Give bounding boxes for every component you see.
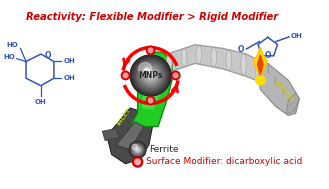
Circle shape — [136, 60, 165, 90]
Polygon shape — [141, 61, 163, 110]
Circle shape — [123, 73, 128, 78]
Circle shape — [144, 69, 157, 82]
Circle shape — [134, 146, 141, 153]
Circle shape — [146, 96, 155, 105]
Ellipse shape — [211, 47, 216, 67]
Circle shape — [142, 67, 159, 84]
Polygon shape — [102, 129, 119, 141]
Circle shape — [133, 157, 143, 167]
Circle shape — [139, 63, 163, 88]
Text: OH: OH — [63, 75, 75, 81]
Circle shape — [138, 62, 164, 88]
Text: OH: OH — [35, 99, 47, 105]
Circle shape — [150, 74, 152, 76]
Circle shape — [148, 73, 153, 78]
Text: MNPs: MNPs — [139, 71, 163, 80]
Text: OH: OH — [291, 33, 303, 39]
Circle shape — [173, 73, 178, 78]
Polygon shape — [259, 63, 299, 115]
Ellipse shape — [256, 60, 261, 81]
Text: O: O — [265, 51, 271, 60]
Text: Surface Modifier: dicarboxylic acid: Surface Modifier: dicarboxylic acid — [146, 157, 302, 166]
Circle shape — [135, 60, 166, 91]
Polygon shape — [107, 103, 163, 164]
Circle shape — [135, 159, 140, 165]
Circle shape — [137, 61, 164, 89]
Polygon shape — [286, 93, 299, 114]
Polygon shape — [258, 55, 263, 75]
Circle shape — [129, 141, 146, 158]
Circle shape — [148, 48, 153, 53]
Ellipse shape — [226, 50, 232, 71]
Circle shape — [147, 72, 154, 79]
Circle shape — [144, 68, 150, 74]
Circle shape — [141, 66, 160, 85]
Text: Reactivity: Flexible Modifier > Rigid Modifier: Reactivity: Flexible Modifier > Rigid Mo… — [26, 12, 279, 22]
Text: OUTLET: OUTLET — [273, 79, 294, 103]
Circle shape — [132, 144, 143, 155]
Circle shape — [256, 75, 265, 85]
Text: HO: HO — [7, 42, 19, 48]
Text: Ferrite: Ferrite — [149, 145, 178, 154]
Text: HO: HO — [3, 54, 15, 60]
Ellipse shape — [166, 53, 172, 72]
Text: INLET: INLET — [116, 108, 132, 127]
Circle shape — [139, 62, 152, 75]
Ellipse shape — [241, 53, 246, 75]
Circle shape — [134, 59, 167, 92]
Circle shape — [130, 142, 145, 157]
Circle shape — [146, 71, 155, 80]
Text: OH: OH — [63, 58, 75, 64]
Circle shape — [135, 147, 140, 153]
Circle shape — [132, 57, 169, 94]
Circle shape — [148, 98, 153, 103]
Polygon shape — [254, 48, 267, 75]
Circle shape — [130, 55, 171, 96]
Text: O: O — [44, 51, 51, 60]
Circle shape — [139, 64, 162, 87]
Ellipse shape — [196, 45, 202, 64]
Circle shape — [131, 56, 170, 95]
Circle shape — [145, 70, 156, 81]
Circle shape — [171, 71, 180, 80]
Circle shape — [140, 65, 161, 86]
Polygon shape — [130, 52, 172, 127]
Circle shape — [132, 144, 138, 150]
Circle shape — [136, 148, 139, 152]
Circle shape — [133, 58, 168, 93]
Circle shape — [143, 68, 158, 83]
Ellipse shape — [181, 48, 187, 67]
Circle shape — [133, 145, 142, 154]
Circle shape — [149, 74, 152, 77]
Polygon shape — [167, 45, 270, 89]
Circle shape — [131, 143, 144, 156]
Text: O: O — [238, 45, 245, 54]
Circle shape — [121, 71, 130, 80]
Polygon shape — [116, 122, 144, 150]
Circle shape — [146, 46, 155, 54]
Circle shape — [137, 149, 139, 151]
